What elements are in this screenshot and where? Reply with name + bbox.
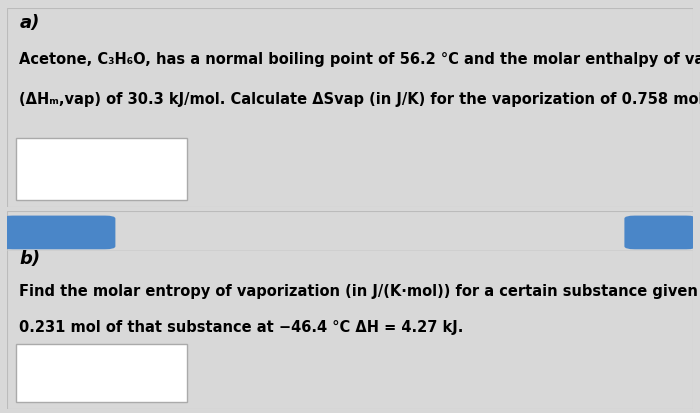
FancyBboxPatch shape (16, 344, 188, 402)
Text: Find the molar entropy of vaporization (in J/(K·mol)) for a certain substance gi: Find the molar entropy of vaporization (… (20, 284, 700, 299)
Text: (ΔHₘ,vap) of 30.3 kJ/mol. Calculate ΔSvap (in J/K) for the vaporization of 0.758: (ΔHₘ,vap) of 30.3 kJ/mol. Calculate ΔSva… (20, 92, 700, 107)
FancyBboxPatch shape (16, 138, 188, 199)
FancyBboxPatch shape (2, 216, 116, 249)
FancyBboxPatch shape (624, 216, 696, 249)
Text: b): b) (20, 250, 41, 268)
Text: 0.231 mol of that substance at −46.4 °C ΔH = 4.27 kJ.: 0.231 mol of that substance at −46.4 °C … (20, 320, 463, 335)
Text: Acetone, C₃H₆O, has a normal boiling point of 56.2 °C and the molar enthalpy of : Acetone, C₃H₆O, has a normal boiling poi… (20, 52, 700, 67)
Text: a): a) (20, 14, 40, 32)
